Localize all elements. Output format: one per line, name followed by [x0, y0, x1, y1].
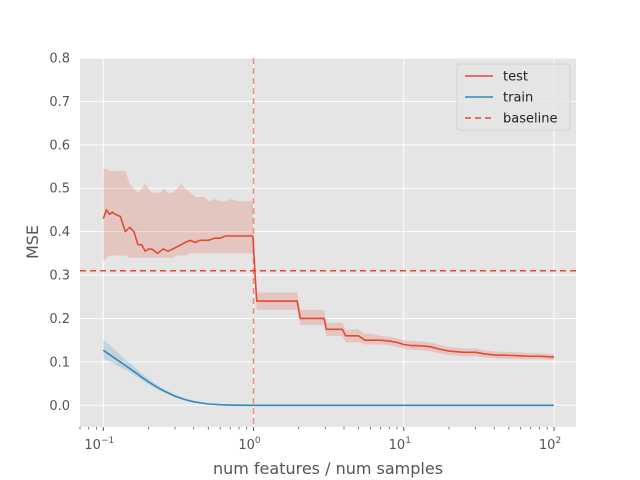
x-tick-label: 10−1 — [84, 436, 114, 453]
x-tick-labels: 10−1 100 101 102 — [79, 427, 561, 453]
legend-label-test: test — [503, 70, 528, 85]
x-axis-label: num features / num samples — [213, 459, 443, 478]
y-tick-label: 0.6 — [49, 138, 70, 153]
legend-label-train: train — [503, 91, 533, 106]
y-tick-label: 0.5 — [49, 182, 70, 197]
y-tick-labels: 0.0 0.1 0.2 0.3 0.4 0.5 0.6 0.7 0.8 — [49, 52, 70, 414]
y-axis-label: MSE — [23, 225, 42, 259]
confidence-bands — [103, 168, 555, 406]
y-tick-label: 0.4 — [49, 225, 70, 240]
series-line-train — [102, 349, 555, 407]
y-tick-label: 0.1 — [49, 355, 70, 370]
x-tick-label: 100 — [238, 436, 261, 453]
series-lines — [102, 209, 555, 407]
legend-box — [456, 63, 571, 131]
series-line-test — [102, 209, 555, 358]
y-tick-label: 0.3 — [49, 269, 70, 284]
band-test — [103, 168, 555, 361]
y-tick-label: 0.2 — [49, 312, 70, 327]
legend: test train baseline — [456, 63, 571, 131]
x-tick-label: 102 — [539, 436, 561, 453]
x-tick-label: 101 — [389, 436, 411, 453]
legend-label-baseline: baseline — [503, 112, 557, 127]
y-tick-label: 0.8 — [49, 52, 70, 67]
y-tick-label: 0.7 — [49, 95, 70, 110]
y-tick-label: 0.0 — [49, 399, 70, 414]
